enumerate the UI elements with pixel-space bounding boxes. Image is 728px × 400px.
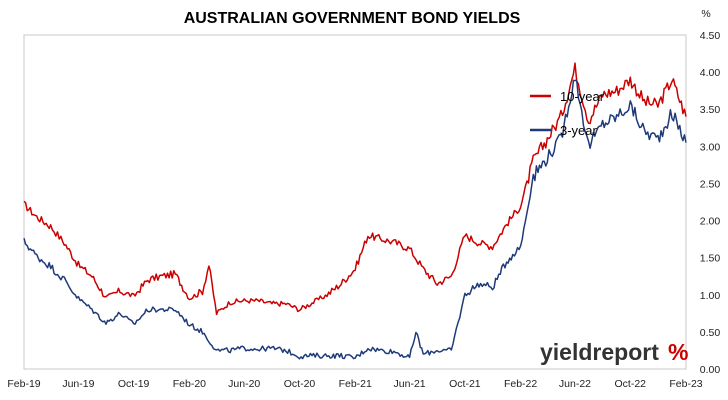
y-tick-label: 4.50 [700,30,721,42]
legend-label-10-year: 10-year [560,89,605,104]
x-tick-jun-21: Jun-21 [394,378,426,390]
series-layer [23,62,687,360]
chart-title: AUSTRALIAN GOVERNMENT BOND YIELDS [184,10,521,27]
plot-area [23,34,687,370]
y-axis: 0.00 0.50 1.00 1.50 2.00 2.50 3.00 3.50 4.00 4.50 [700,30,721,376]
x-tick-feb-20: Feb-20 [173,378,206,390]
x-tick-feb-23: Feb-23 [669,378,702,390]
yieldreport-logo: yieldreport % [540,339,688,365]
series-line-3-year [23,79,687,360]
x-tick-feb-19: Feb-19 [7,378,40,390]
y-tick-label: 3.00 [700,141,721,153]
legend: 10-year 3-year [530,89,605,138]
y-tick-label: 2.50 [700,178,721,190]
series-line-10-year [23,62,687,316]
watermark-percent: % [668,339,688,365]
y-tick-label: 1.00 [700,290,721,302]
y-tick-label: 0.00 [700,364,721,376]
x-tick-oct-22: Oct-22 [615,378,647,390]
x-axis: Feb-19 Jun-19 Oct-19 Feb-20 Jun-20 Oct-20 Feb-… [7,378,702,390]
x-tick-oct-21: Oct-21 [449,378,481,390]
x-tick-jun-22: Jun-22 [559,378,591,390]
watermark-text: yieldreport [540,339,659,365]
y-tick-label: 0.50 [700,327,721,339]
y-tick-label: 2.00 [700,216,721,228]
x-tick-feb-21: Feb-21 [339,378,372,390]
y-tick-label: 4.00 [700,67,721,79]
y-tick-label: 1.50 [700,253,721,265]
x-tick-jun-19: Jun-19 [62,378,94,390]
x-tick-oct-19: Oct-19 [118,378,150,390]
x-tick-jun-20: Jun-20 [228,378,260,390]
legend-label-3-year: 3-year [560,123,598,138]
x-tick-oct-20: Oct-20 [284,378,316,390]
x-tick-feb-22: Feb-22 [504,378,537,390]
y-tick-label: 3.50 [700,104,721,116]
y-unit-label: % [701,8,710,20]
